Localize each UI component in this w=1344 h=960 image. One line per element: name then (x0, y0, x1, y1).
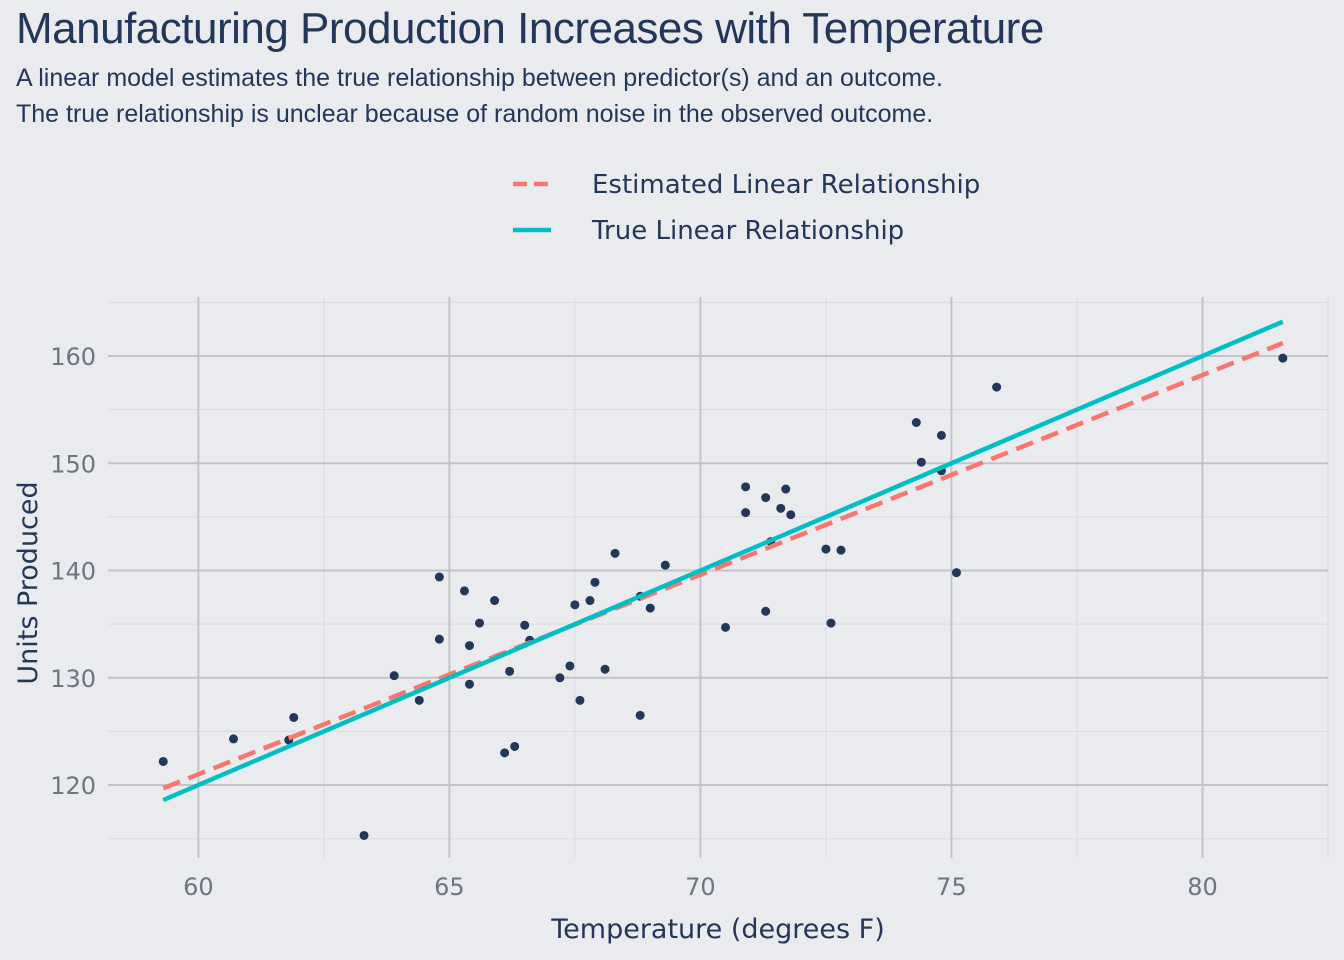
x-tick-label: 70 (685, 873, 716, 901)
x-tick-label: 65 (434, 873, 465, 901)
chart-subtitle-line-1: A linear model estimates the true relati… (16, 64, 943, 92)
data-point (389, 671, 399, 681)
data-point (776, 503, 786, 513)
data-point (585, 596, 595, 606)
data-point (575, 695, 585, 705)
data-point (158, 756, 168, 766)
true-linear-line (162, 319, 1284, 803)
y-tick-label: 130 (50, 665, 96, 693)
data-point (761, 493, 771, 503)
data-point (741, 482, 751, 492)
y-axis-label: Units Produced (13, 481, 44, 684)
x-tick-label: 80 (1187, 873, 1218, 901)
data-point (786, 510, 796, 520)
chart-title: Manufacturing Production Increases with … (16, 4, 1044, 53)
data-point (836, 545, 846, 555)
legend-label-true: True Linear Relationship (591, 216, 904, 246)
x-tick-label: 75 (936, 873, 967, 901)
data-point (826, 618, 836, 628)
data-point (500, 748, 510, 758)
grid-major (108, 297, 1328, 858)
data-point (505, 666, 515, 676)
data-point (590, 577, 600, 587)
data-point (600, 664, 610, 674)
data-point (916, 457, 926, 467)
data-point (721, 622, 731, 632)
legend-label-estimated: Estimated Linear Relationship (592, 170, 980, 200)
legend: Estimated Linear Relationship True Linea… (513, 170, 980, 246)
data-point (645, 603, 655, 613)
y-tick-label: 140 (50, 558, 96, 586)
data-point (741, 508, 751, 518)
fit-lines (162, 319, 1284, 803)
data-point (610, 548, 620, 558)
data-point (951, 568, 961, 578)
data-point (781, 484, 791, 494)
data-point (992, 382, 1002, 392)
chart-subtitle-line-2: The true relationship is unclear because… (16, 100, 934, 128)
data-point (289, 712, 299, 722)
data-point (434, 572, 444, 582)
y-tick-label: 160 (50, 343, 96, 371)
x-axis-label: Temperature (degrees F) (550, 914, 884, 945)
data-point (761, 606, 771, 616)
x-tick-label: 60 (183, 873, 214, 901)
data-point (520, 620, 530, 630)
data-point (555, 673, 565, 683)
data-point (464, 641, 474, 651)
x-axis-ticks: 60 65 70 75 80 (183, 873, 1218, 901)
data-point (475, 618, 485, 628)
y-tick-label: 150 (50, 450, 96, 478)
data-point (414, 695, 424, 705)
data-point (434, 634, 444, 644)
data-point (229, 734, 239, 744)
data-point (459, 586, 469, 596)
data-point (1278, 353, 1288, 363)
data-point (936, 430, 946, 440)
data-point (565, 661, 575, 671)
y-tick-label: 120 (50, 772, 96, 800)
data-point (911, 418, 921, 428)
data-point (635, 710, 645, 720)
data-point (660, 560, 670, 570)
data-point (821, 544, 831, 554)
y-axis-ticks: 120 130 140 150 160 (50, 343, 96, 800)
data-point (359, 830, 369, 840)
data-point (464, 679, 474, 689)
data-point (510, 741, 520, 751)
data-point (570, 600, 580, 610)
estimated-linear-line (162, 341, 1284, 791)
data-point (490, 596, 500, 606)
